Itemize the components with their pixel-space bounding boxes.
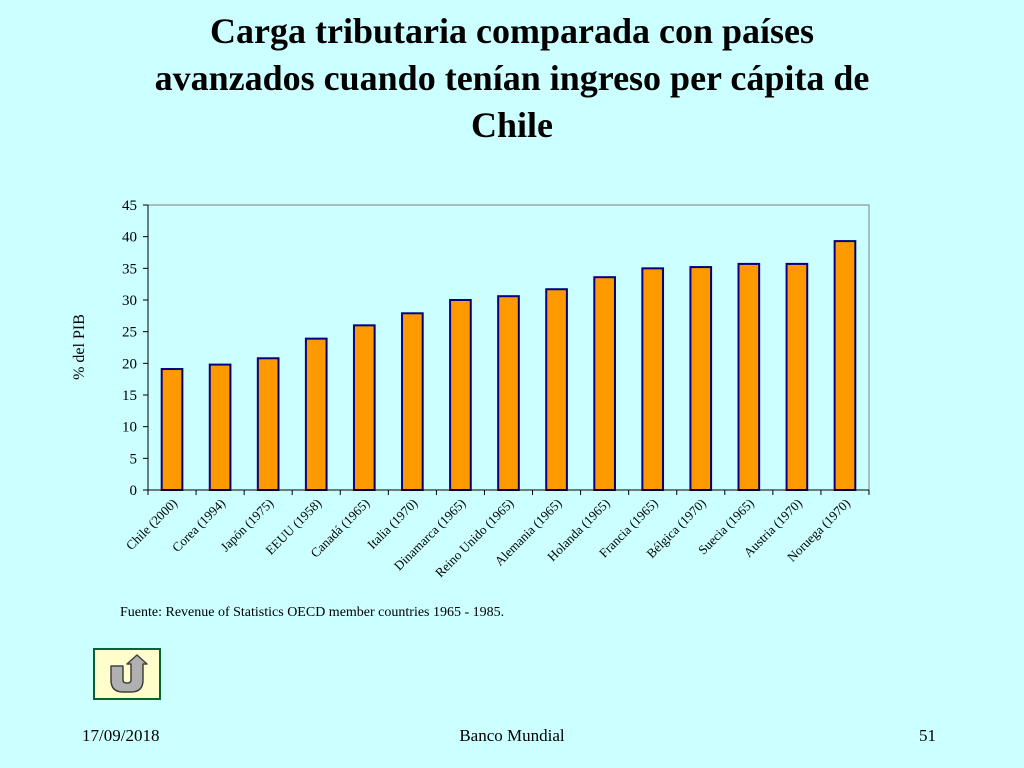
title-line-3: Chile xyxy=(470,105,553,145)
title-line-2: avanzados cuando tenían ingreso per cápi… xyxy=(154,58,870,98)
y-tick-label: 20 xyxy=(122,356,137,372)
bar xyxy=(641,267,665,492)
bar xyxy=(449,299,472,491)
y-tick-label: 45 xyxy=(122,198,137,214)
y-tick-label: 40 xyxy=(122,230,137,246)
slide-title: Carga tributaria comparada con países av… xyxy=(80,8,944,149)
bar xyxy=(785,262,809,491)
y-tick-label: 10 xyxy=(122,420,137,436)
footer-organization: Banco Mundial xyxy=(459,726,565,745)
bar xyxy=(208,363,232,492)
bar xyxy=(545,288,568,491)
bar xyxy=(160,368,184,491)
bar xyxy=(497,295,520,492)
source-note: Fuente: Revenue of Statistics OECD membe… xyxy=(120,605,505,620)
bar xyxy=(833,240,857,491)
y-tick-label: 0 xyxy=(130,483,138,499)
bar xyxy=(256,357,280,491)
x-axis: Chile (2000)Corea (1994)Japón (1975)EEUU… xyxy=(123,489,870,580)
bar xyxy=(352,324,376,492)
footer-date: 17/09/2018 xyxy=(82,726,160,745)
bar xyxy=(401,312,424,491)
y-tick-label: 25 xyxy=(122,325,137,341)
y-tick-label: 5 xyxy=(130,451,138,467)
back-button[interactable] xyxy=(93,648,161,700)
y-tick-label: 15 xyxy=(122,388,137,404)
y-axis-label: % del PIB xyxy=(71,314,88,380)
y-tick-label: 35 xyxy=(122,261,137,277)
footer-page-number: 51 xyxy=(919,726,936,745)
bar xyxy=(304,337,328,491)
bar xyxy=(689,266,713,492)
bars xyxy=(160,240,857,492)
y-tick-label: 30 xyxy=(122,293,137,309)
bar xyxy=(593,276,616,492)
u-turn-arrow-icon xyxy=(110,654,148,693)
y-axis: 0 5 10 15 20 25 30 35 40 45 xyxy=(122,198,149,499)
title-line-1: Carga tributaria comparada con países xyxy=(210,11,814,51)
bar xyxy=(737,262,761,491)
